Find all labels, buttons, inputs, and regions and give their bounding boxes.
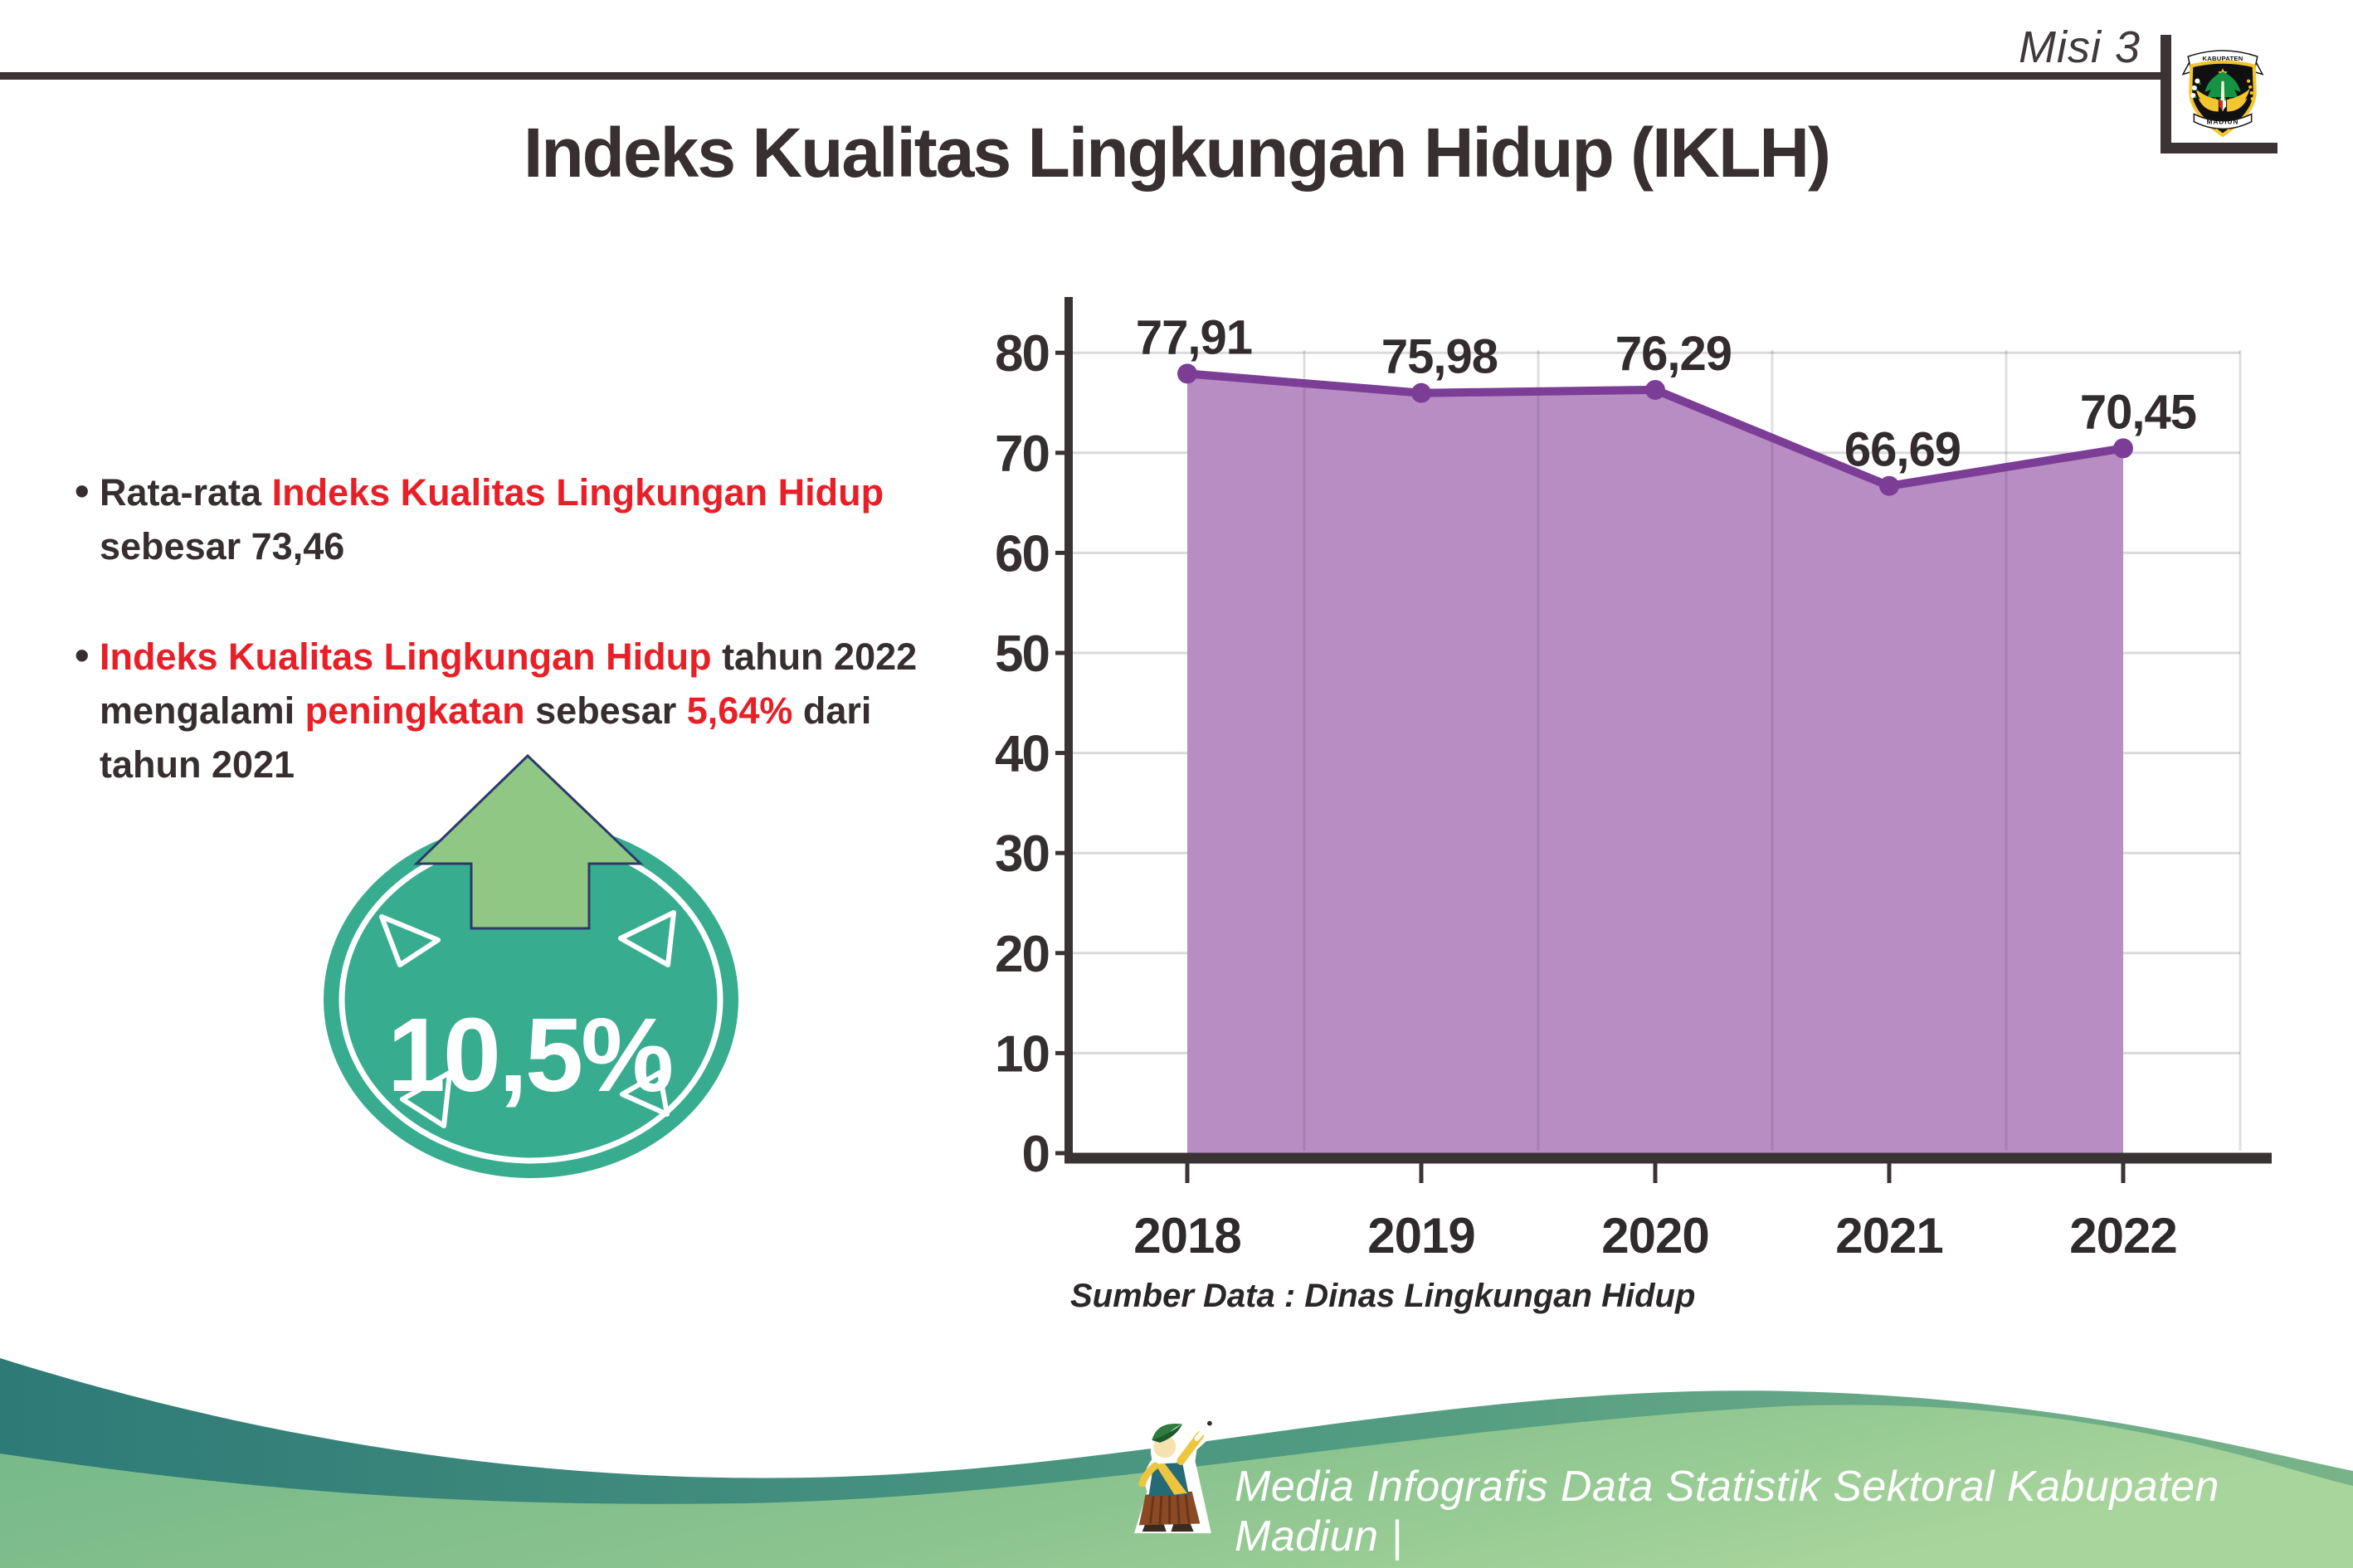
mascot-sash — [1155, 1463, 1187, 1495]
data-point — [1411, 382, 1431, 403]
bullet-item: • Rata-rata Indeks Kualitas Lingkungan Hi… — [75, 465, 954, 573]
bullet-text-segment: tahun 2022 mengalami — [100, 635, 918, 732]
up-arrow-icon — [413, 753, 644, 930]
area-fill — [1187, 373, 2123, 1153]
x-axis-label: 2018 — [1133, 1208, 1240, 1261]
logo-banner-bottom-text: MADIUN — [2207, 119, 2239, 126]
rice-stalk — [2247, 79, 2254, 101]
header-rule — [0, 72, 2163, 80]
data-label: 66,69 — [1844, 423, 1961, 477]
y-axis-label: 80 — [995, 325, 1049, 382]
misi-label: Misi 3 — [2018, 22, 2141, 72]
mascot-leaf-hat-dark — [1152, 1424, 1183, 1443]
bullet-text-segment: Indeks Kualitas Lingkungan Hidup — [100, 635, 712, 678]
badge-triangles — [379, 910, 676, 1128]
y-axis-label: 70 — [995, 426, 1049, 483]
kabupaten-madiun-logo: KABUPATEN MADIUN — [2181, 50, 2264, 138]
iklh-area-chart: 77,91 75,98 76,29 66,69 70,45 0 10 20 30 40 50 60 70… — [995, 297, 2272, 1261]
cotton-bolls — [2190, 78, 2201, 99]
data-point — [1645, 379, 1665, 400]
y-axis-label: 50 — [995, 626, 1049, 683]
y-axis-label: 10 — [995, 1025, 1049, 1083]
x-axis-label: 2019 — [1367, 1208, 1474, 1261]
y-axis-label: 30 — [995, 825, 1049, 883]
data-label: 70,45 — [2080, 385, 2196, 439]
bullet-text-segment: Rata-rata — [100, 471, 272, 514]
mascot-leaf-hat — [1152, 1424, 1183, 1440]
bullet-text-segment: sebesar — [524, 689, 687, 732]
y-axis-label: 60 — [995, 525, 1049, 582]
bullet-text-segment: peningkatan — [304, 689, 525, 732]
data-point — [2113, 438, 2133, 459]
logo-frame-vertical — [2161, 35, 2171, 153]
bullet-text-segment: 5,64% — [686, 689, 793, 732]
y-axis-label: 20 — [995, 926, 1049, 983]
wing-right — [2227, 88, 2250, 112]
increase-badge: 10,5% — [324, 753, 738, 1178]
footer-caption: Media Infografis Data Statistik Sektoral… — [1235, 1463, 2219, 1561]
page-title: Indeks Kualitas Lingkungan Hidup (IKLH) — [523, 114, 1831, 192]
x-axis-label: 2022 — [2069, 1208, 2176, 1261]
data-label: 76,29 — [1615, 327, 1732, 381]
x-axis-label: 2021 — [1835, 1208, 1942, 1261]
bullet-dot-icon: • — [75, 632, 90, 679]
bullet-list: • Rata-rata Indeks Kualitas Lingkungan Hi… — [75, 465, 954, 847]
badge-value: 10,5% — [387, 996, 671, 1113]
wing-left — [2195, 88, 2219, 112]
banner-bottom — [2193, 113, 2253, 130]
y-axis-label: 40 — [995, 726, 1049, 783]
bottom-chevron — [2215, 128, 2230, 136]
x-axis-label: 2020 — [1601, 1208, 1708, 1261]
center-emblem-red — [2219, 100, 2223, 110]
mascot-skirt-stripes — [1148, 1492, 1191, 1525]
bullet-dot-icon: • — [75, 468, 90, 514]
source-note: Sumber Data : Dinas Lingkungan Hidup — [1070, 1278, 1696, 1314]
logo-frame-horizontal — [2161, 143, 2277, 153]
data-label: 75,98 — [1381, 330, 1498, 384]
mascot-icon — [1134, 1420, 1215, 1534]
logo-banner-top-text: KABUPATEN — [2202, 55, 2243, 62]
data-label: 77,91 — [1136, 310, 1252, 364]
y-axis-label: 0 — [1022, 1126, 1049, 1183]
bullet-item: • Indeks Kualitas Lingkungan Hidup tahun … — [75, 629, 954, 791]
data-point — [1177, 363, 1197, 384]
bullet-text-segment: Indeks Kualitas Lingkungan Hidup — [271, 471, 884, 514]
bullet-text-segment: dari tahun 2021 — [100, 689, 872, 786]
bullet-text-segment: sebesar 73,46 — [100, 525, 345, 567]
mascot-pen — [1194, 1421, 1212, 1441]
data-point — [1879, 475, 1899, 496]
mascot-pen-tip — [1207, 1420, 1212, 1426]
mascot-arm-left — [1138, 1462, 1159, 1488]
